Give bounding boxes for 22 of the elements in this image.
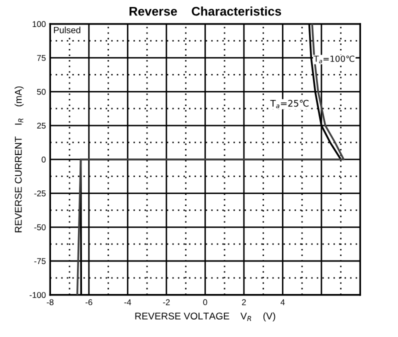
x-tick-label: -4 [124,299,132,306]
x-tick-label: 2 [242,299,246,306]
y-tick-label: -75 [34,258,46,264]
x-tick-label: 4 [280,299,285,306]
y-tick-label: -25 [34,190,46,196]
y-tick-label: 75 [37,55,46,61]
annotation: Pulsed [54,26,80,34]
chart-title: Reverse Characteristics [130,6,282,16]
x-tick-label: -8 [46,299,54,306]
text: REVERSE VOLTAGE V$_{R}$ (V) [135,312,276,322]
y-tick-label: -50 [34,224,46,230]
x-tick-label: -6 [86,299,92,306]
text: REVERSE CURRENT I$_{R}$ (mA) [14,86,24,232]
y-tick-label: -100 [30,292,46,298]
x-tick-label: 0 [203,299,208,306]
y-tick-label: 0 [42,156,46,163]
y-tick-label: 100 [32,21,46,28]
y-tick-label: 50 [37,88,46,95]
y-tick-label: 25 [37,122,46,129]
annotation: T$_{a}$=100℃ [314,56,354,64]
annotation: T$_{a}$=25℃ [270,100,309,108]
x-tick-label: -2 [163,299,170,306]
